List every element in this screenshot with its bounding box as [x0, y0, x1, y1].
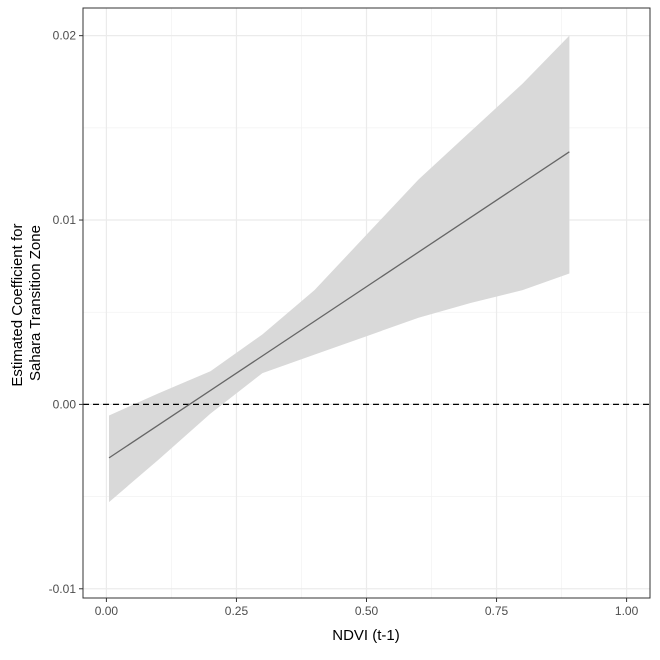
y-axis-label: Estimated Coefficient for Sahara Transit… — [9, 219, 44, 386]
y-tick-label: 0.02 — [53, 29, 77, 43]
x-axis-label: NDVI (t-1) — [332, 627, 400, 644]
x-tick-label: 0.00 — [95, 604, 119, 618]
y-tick-label: -0.01 — [49, 582, 77, 596]
x-tick-label: 1.00 — [615, 604, 639, 618]
confidence-ribbon — [109, 35, 570, 503]
estimate-line — [108, 151, 570, 459]
x-tick-label: 0.50 — [355, 604, 379, 618]
y-tick-label: 0.00 — [53, 397, 77, 411]
y-tick-label: 0.01 — [53, 213, 77, 227]
x-tick-label: 0.25 — [225, 604, 249, 618]
x-tick-label: 0.75 — [485, 604, 509, 618]
